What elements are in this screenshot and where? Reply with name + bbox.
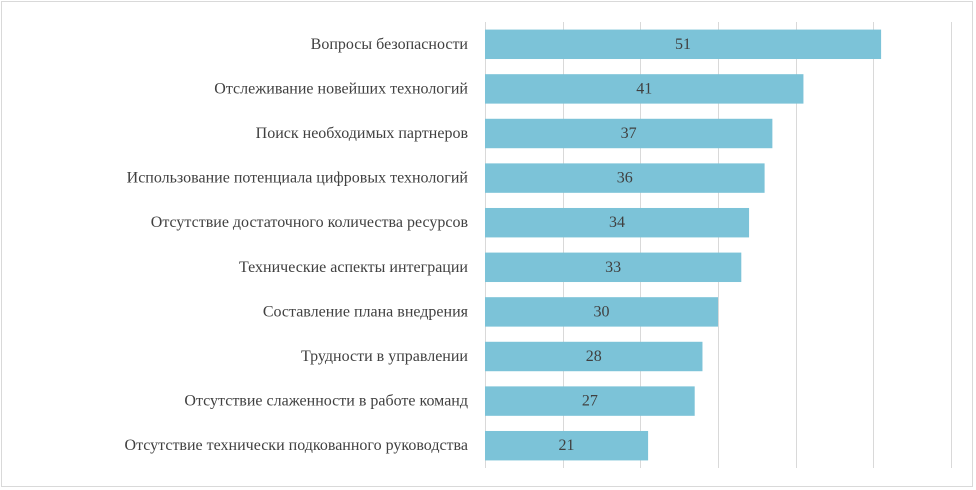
bar: [485, 386, 695, 416]
data-label: 34: [609, 214, 625, 231]
data-label: 51: [675, 36, 691, 53]
bar: [485, 252, 742, 283]
category-label: Составление плана внедрения: [263, 303, 469, 320]
bar: [485, 207, 750, 238]
category-label: Вопросы безопасности: [311, 36, 469, 53]
category-label: Отсутствие слаженности в работе команд: [184, 393, 468, 410]
category-label: Использование потенциала цифровых технол…: [127, 170, 469, 187]
category-label: Технические аспекты интеграции: [239, 259, 468, 276]
value-labels: 51 41 37 36 34 33 30 28 27 21: [559, 36, 692, 454]
category-labels: Вопросы безопасности Отслеживание новейши…: [125, 36, 469, 454]
bar: [485, 297, 718, 327]
data-label: 33: [605, 259, 621, 276]
data-label: 28: [586, 348, 602, 365]
data-label: 27: [582, 393, 598, 410]
bar: [485, 74, 804, 104]
bar: [485, 163, 765, 193]
category-label: Отсутствие технически подкованного руков…: [125, 437, 468, 454]
category-label: Трудности в управлении: [301, 348, 468, 365]
data-label: 30: [594, 303, 610, 320]
category-label: Поиск необходимых партнеров: [256, 125, 469, 142]
bar: [485, 430, 649, 461]
bar: [485, 29, 882, 60]
category-label: Отсутствие достаточного количества ресур…: [151, 214, 469, 231]
bar: [485, 341, 703, 372]
data-label: 21: [559, 437, 575, 454]
data-label: 37: [621, 125, 637, 142]
data-label: 41: [636, 80, 652, 97]
bar: [485, 118, 773, 149]
data-label: 36: [617, 170, 633, 187]
category-label: Отслеживание новейших технологий: [214, 80, 468, 97]
bars: [485, 29, 882, 461]
